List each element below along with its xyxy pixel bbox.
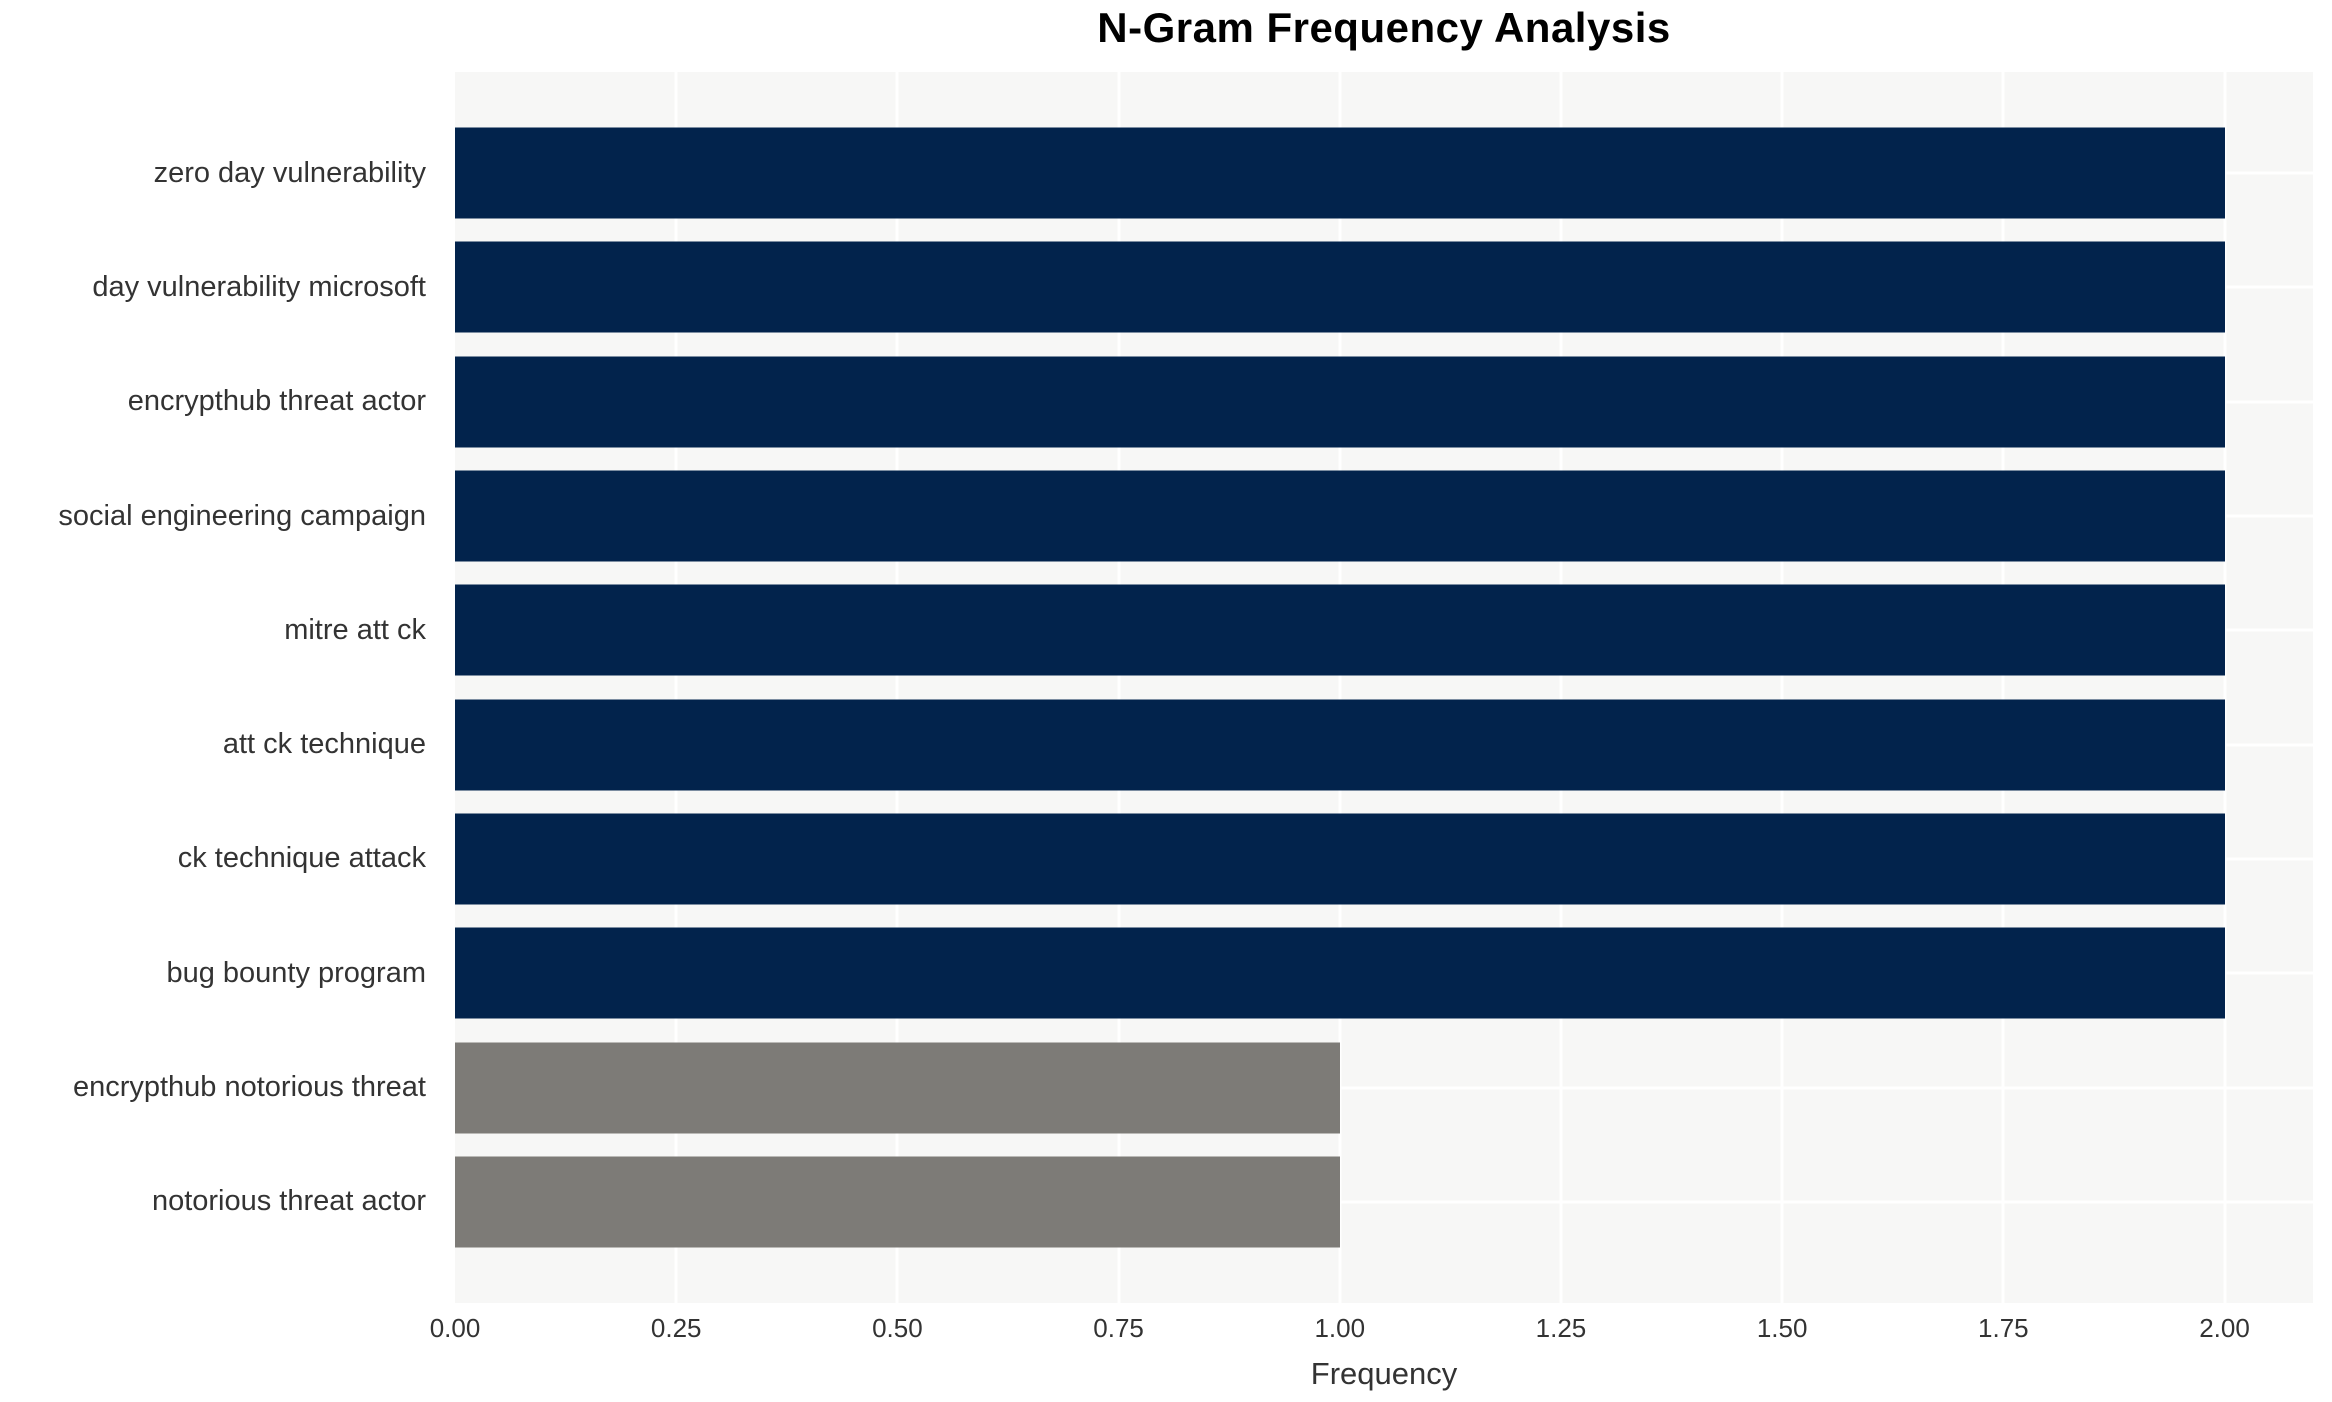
horizontal-gridline	[455, 1200, 2313, 1204]
category-row: notorious threat actor	[0, 1145, 441, 1259]
vertical-gridline	[1780, 72, 1784, 1303]
vertical-gridline	[2223, 72, 2227, 1303]
frequency-bar	[455, 584, 2225, 676]
frequency-bar	[455, 356, 2225, 448]
bar-row	[455, 459, 2313, 573]
category-row: mitre att ck	[0, 573, 441, 687]
frequency-bar	[455, 699, 2225, 791]
vertical-gridline	[674, 72, 678, 1303]
vertical-gridline	[2001, 72, 2005, 1303]
vertical-gridline	[895, 72, 899, 1303]
category-labels: zero day vulnerability day vulnerability …	[0, 72, 441, 1303]
x-tick-label: 0.75	[1093, 1313, 1144, 1343]
category-label: encrypthub notorious threat	[72, 1071, 426, 1104]
bar-row	[455, 802, 2313, 916]
frequency-bar	[455, 1156, 1340, 1248]
frequency-bar	[455, 813, 2225, 905]
x-tick-label: 0.25	[650, 1313, 702, 1343]
x-tick-label: 1.00	[1314, 1313, 1366, 1343]
bar-row	[455, 230, 2313, 344]
x-tick-label: 1.75	[1978, 1313, 2029, 1343]
category-label: ck technique attack	[177, 842, 426, 875]
x-axis-ticks: 0.00 0.25 0.50 0.75 1.00 1.25 1.50 1.75 2.00	[430, 1313, 2313, 1349]
x-tick-label: 2.00	[2199, 1313, 2250, 1343]
category-label: bug bounty program	[166, 956, 426, 989]
category-row: social engineering campaign	[0, 459, 441, 573]
bar-row	[455, 573, 2313, 687]
vertical-gridline	[1117, 72, 1121, 1303]
category-row: zero day vulnerability	[0, 116, 441, 230]
x-tick-label: 1.50	[1756, 1313, 1808, 1343]
frequency-bar	[455, 1042, 1340, 1134]
category-row: ck technique attack	[0, 802, 441, 916]
bar-row	[455, 1030, 2313, 1144]
category-label: att ck technique	[222, 728, 426, 761]
category-label: mitre att ck	[284, 613, 426, 646]
x-axis-label: Frequency	[1310, 1356, 1458, 1391]
plot-area	[455, 72, 2313, 1303]
bar-rows	[455, 72, 2313, 1303]
x-tick-label: 0.00	[429, 1313, 481, 1343]
category-label: notorious threat actor	[151, 1185, 426, 1218]
category-label: zero day vulnerability	[153, 156, 426, 189]
bar-row	[455, 345, 2313, 459]
vertical-gridline	[1559, 72, 1563, 1303]
category-row: encrypthub notorious threat	[0, 1030, 441, 1144]
frequency-bar	[455, 241, 2225, 333]
category-label: social engineering campaign	[58, 499, 426, 532]
category-label: encrypthub threat actor	[127, 385, 426, 418]
category-label: day vulnerability microsoft	[92, 270, 426, 303]
category-row: day vulnerability microsoft	[0, 230, 441, 344]
category-row: bug bounty program	[0, 916, 441, 1030]
frequency-bar	[455, 927, 2225, 1019]
vertical-gridline	[1338, 72, 1342, 1303]
frequency-bar	[455, 127, 2225, 219]
category-row: encrypthub threat actor	[0, 345, 441, 459]
category-row: att ck technique	[0, 687, 441, 801]
x-tick-label: 1.25	[1535, 1313, 1587, 1343]
x-tick-label: 0.50	[872, 1313, 923, 1343]
bar-row	[455, 687, 2313, 801]
bar-row	[455, 116, 2313, 230]
bar-row	[455, 1145, 2313, 1259]
frequency-bar	[455, 470, 2225, 562]
horizontal-gridline	[455, 1086, 2313, 1090]
bar-row	[455, 916, 2313, 1030]
chart-title: N-Gram Frequency Analysis	[1097, 4, 1671, 51]
